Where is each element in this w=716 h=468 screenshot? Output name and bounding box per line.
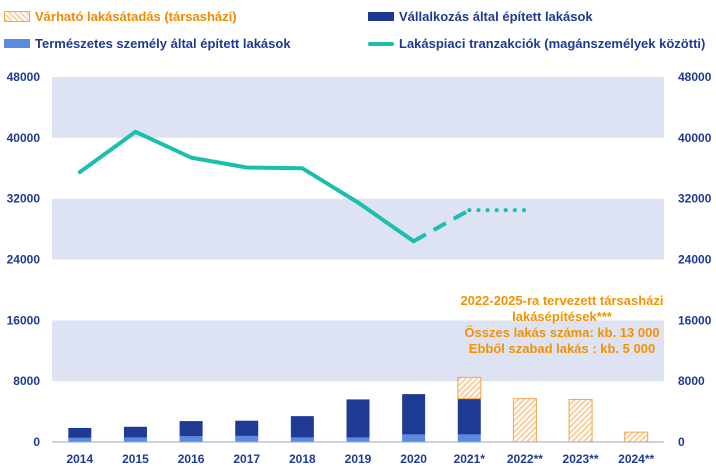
legend-swatch-company — [368, 12, 394, 21]
y-tick-label-right: 32000 — [678, 192, 712, 206]
legend-label: Vállalkozás által épített lakások — [399, 9, 593, 24]
line-dashed — [412, 208, 471, 243]
bar — [235, 420, 259, 436]
y-tick-label-left: 40000 — [7, 131, 41, 145]
grid-band — [52, 259, 664, 321]
bar — [402, 434, 426, 442]
y-tick-label-left: 0 — [33, 435, 40, 449]
transaction-line — [77, 129, 527, 244]
grid-band — [52, 320, 664, 382]
bar — [68, 437, 92, 442]
x-tick-label: 2024** — [618, 452, 654, 466]
y-tick-label-left: 8000 — [13, 374, 40, 388]
legend-item-transactions: Lakáspiaci tranzakciók (magánszemélyek k… — [368, 36, 705, 51]
bar — [290, 437, 314, 442]
bar — [624, 431, 649, 443]
bar — [346, 437, 370, 442]
y-tick-label-left: 32000 — [7, 192, 41, 206]
y-tick-label-left: 24000 — [7, 253, 41, 267]
annotation-line: 2022-2025-ra tervezett társasházi — [460, 293, 664, 308]
annotation-line: Összes lakás száma: kb. 13 000 — [464, 325, 660, 340]
y-tick-label-left: 16000 — [7, 313, 41, 327]
y-tick-label-right: 40000 — [678, 131, 712, 145]
legend-swatch-hatch — [4, 11, 30, 22]
y-tick-label-right: 16000 — [678, 313, 712, 327]
x-tick-label: 2014 — [66, 452, 93, 466]
x-tick-label: 2015 — [122, 452, 149, 466]
bar — [123, 437, 147, 442]
bar — [68, 427, 92, 438]
y-axis-right: 0 8000 16000 24000 32000 40000 48000 — [678, 70, 712, 449]
x-tick-label: 2021* — [454, 452, 486, 466]
x-tick-label: 2019 — [345, 452, 372, 466]
legend-label: Lakáspiaci tranzakciók (magánszemélyek k… — [399, 36, 706, 51]
x-axis: 2014 2015 2016 2017 2018 2019 2020 2021* 2022** 2… — [52, 441, 664, 466]
bar — [512, 398, 537, 443]
x-tick-label: 2020 — [400, 452, 427, 466]
legend: Várható lakásátadás (társasházi) Vállalk… — [0, 0, 716, 60]
legend-swatch-private — [4, 39, 30, 48]
bar — [346, 399, 370, 438]
bar — [179, 436, 203, 442]
legend-item-company: Vállalkozás által épített lakások — [368, 9, 593, 24]
bar — [568, 398, 593, 443]
y-axis-left: 0 8000 16000 24000 32000 40000 48000 — [7, 70, 41, 449]
bar — [123, 426, 147, 438]
y-tick-label-left: 48000 — [7, 70, 41, 84]
y-tick-label-right: 48000 — [678, 70, 712, 84]
y-tick-label-right: 0 — [678, 435, 685, 449]
bar — [290, 416, 314, 438]
annotation-line: Ebből szabad lakás : kb. 5 000 — [468, 341, 656, 356]
legend-label: Várható lakásátadás (társasházi) — [35, 9, 237, 24]
x-tick-label: 2022** — [507, 452, 543, 466]
annotation-line: lakásépítések*** — [512, 309, 612, 324]
legend-swatch-line — [368, 41, 394, 46]
grid-band — [52, 77, 664, 138]
line-solid — [77, 129, 416, 244]
grid-band — [52, 198, 664, 260]
bars — [68, 376, 649, 443]
bar — [402, 394, 426, 435]
x-tick-label: 2017 — [233, 452, 260, 466]
legend-item-private: Természetes személy által épített lakáso… — [4, 36, 291, 51]
annotation: 2022-2025-ra tervezett társasházi lakásé… — [420, 293, 704, 357]
x-tick-label: 2016 — [178, 452, 205, 466]
bar — [457, 434, 481, 442]
x-tick-label: 2018 — [289, 452, 316, 466]
x-tick-label: 2023** — [563, 452, 599, 466]
bar — [179, 421, 203, 437]
grid-band — [52, 137, 664, 199]
y-tick-label-right: 24000 — [678, 253, 712, 267]
bar — [457, 398, 481, 435]
grid-bands — [52, 77, 664, 442]
y-tick-label-right: 8000 — [678, 374, 705, 388]
legend-item-expected: Várható lakásátadás (társasházi) — [4, 9, 237, 24]
bar — [235, 435, 259, 442]
bar — [457, 376, 482, 400]
legend-label: Természetes személy által épített lakáso… — [35, 36, 291, 51]
